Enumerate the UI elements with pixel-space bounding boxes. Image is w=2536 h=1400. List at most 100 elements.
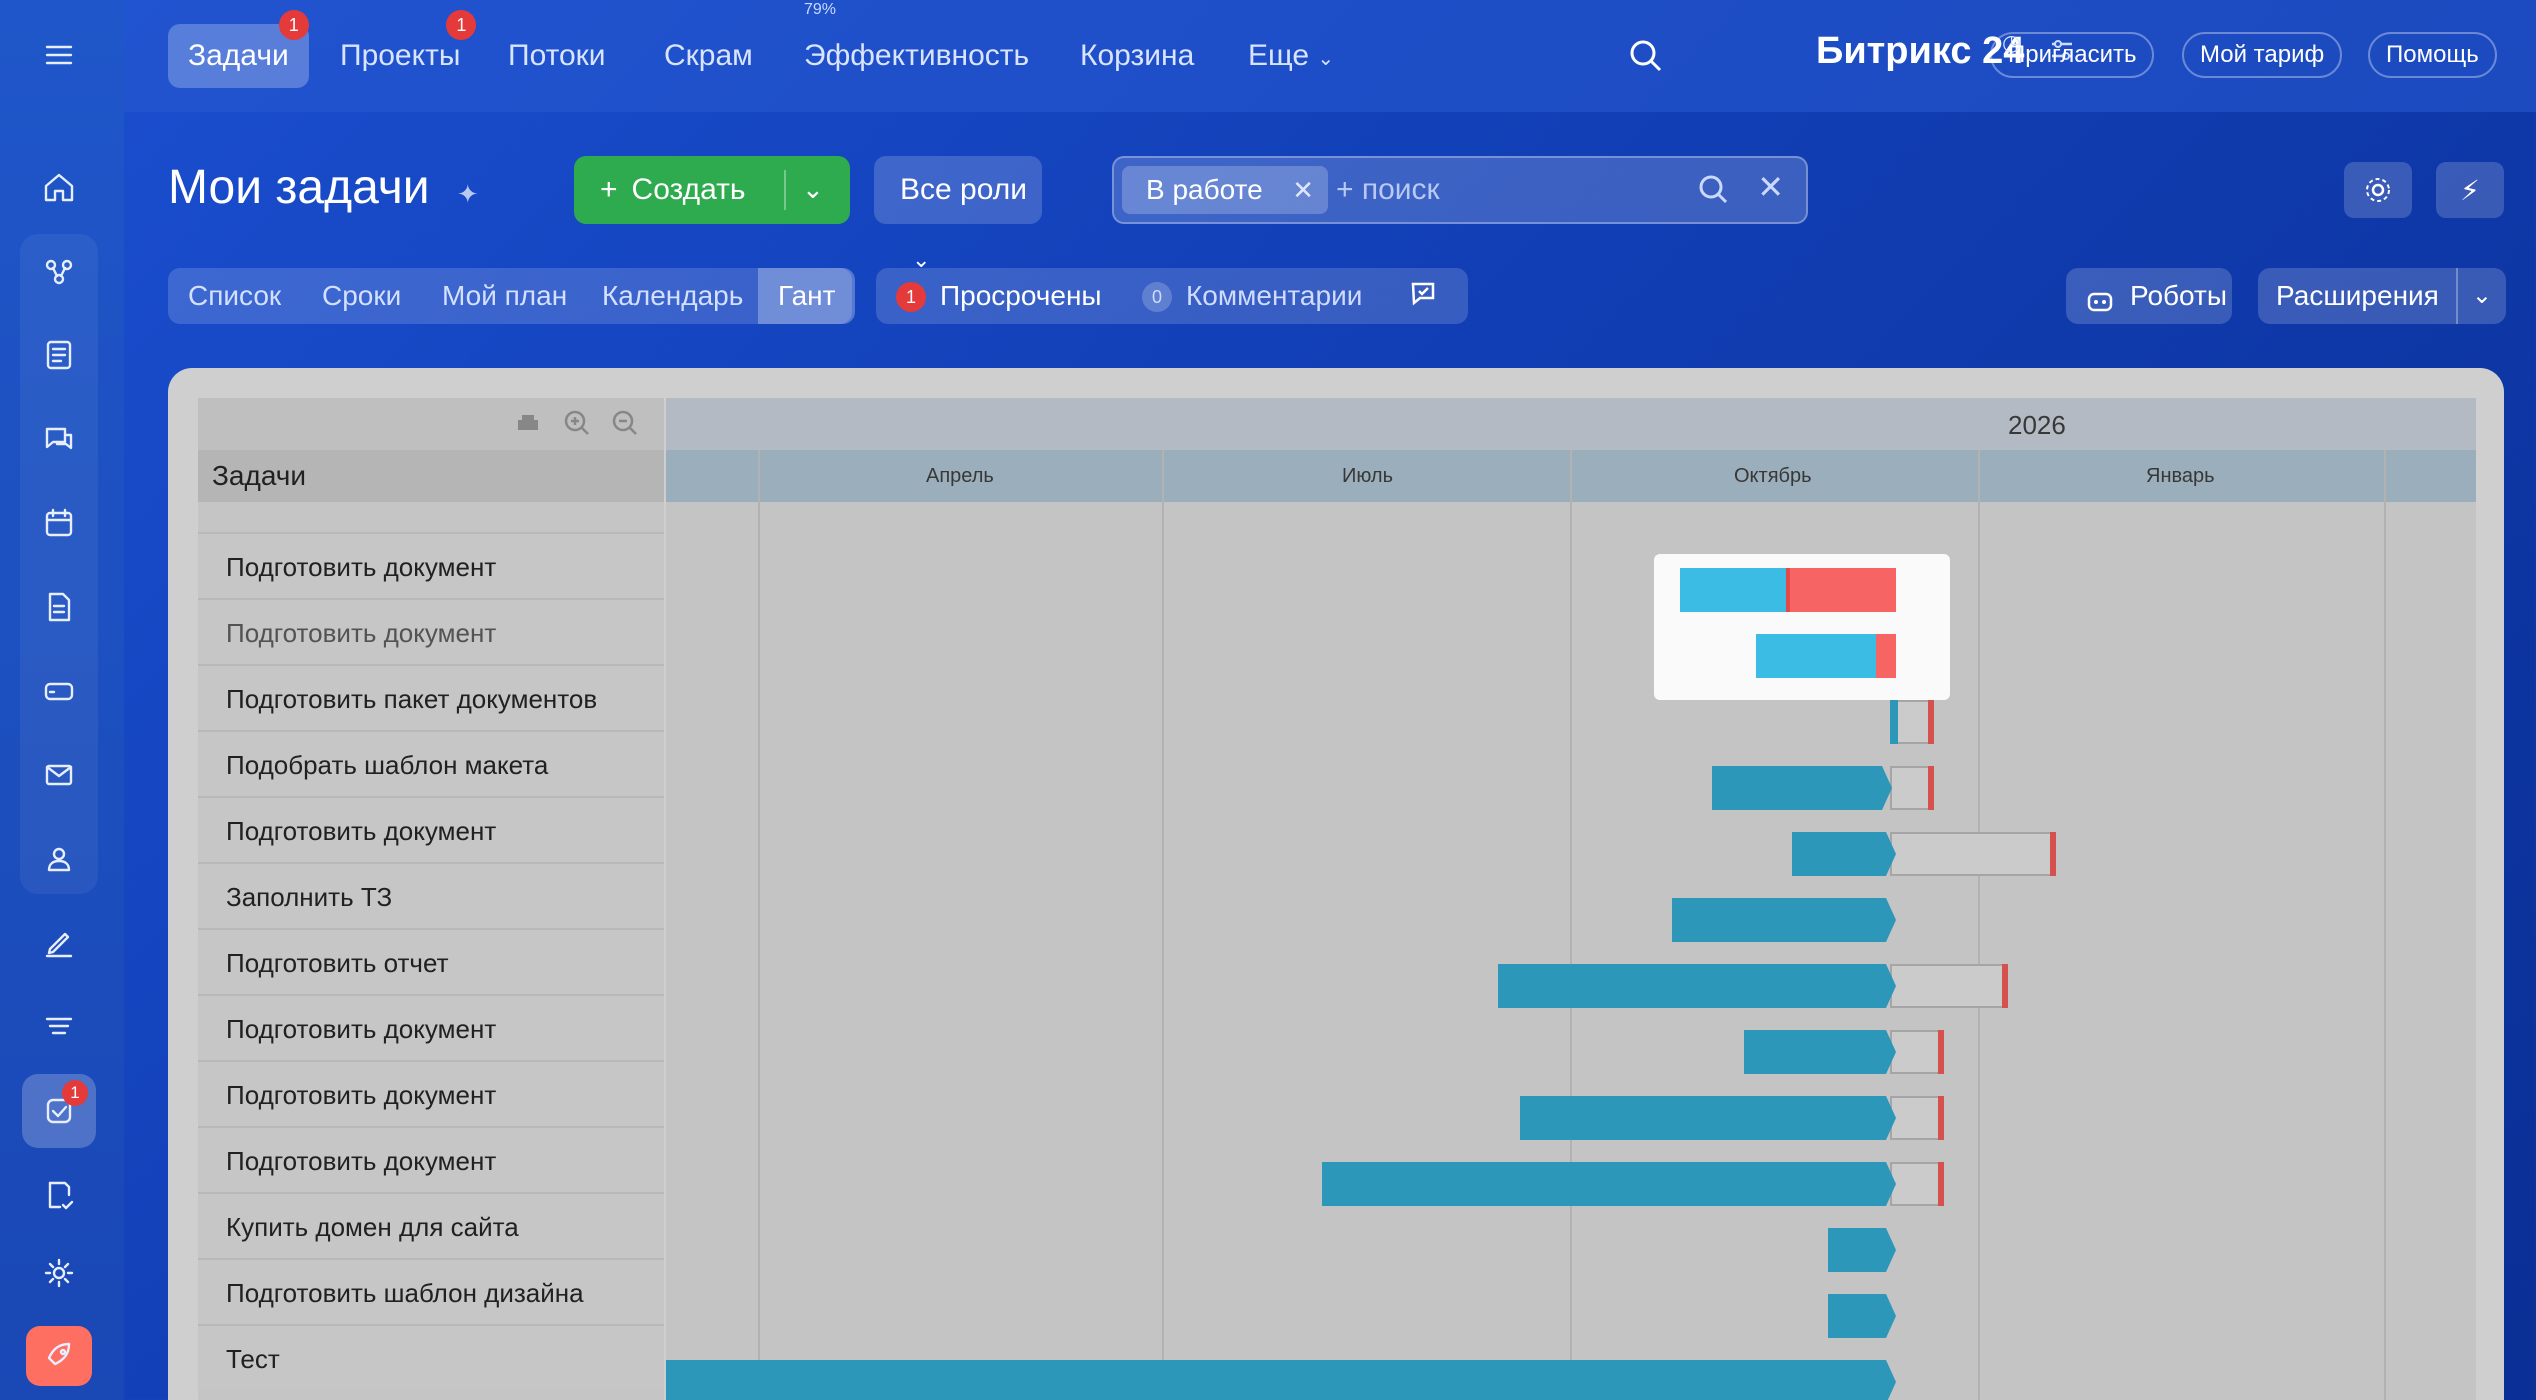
task-row[interactable]: Подготовить документ (198, 1060, 664, 1126)
tab-gantt[interactable]: Гант (758, 268, 856, 324)
chip-close-icon[interactable]: ✕ (1292, 175, 1314, 205)
home-icon[interactable] (22, 150, 96, 224)
chevron-down-icon[interactable]: ⌄ (2455, 268, 2492, 324)
help-button[interactable]: Помощь (2368, 32, 2497, 78)
create-label-text: Создать (631, 173, 746, 206)
sign-icon[interactable] (22, 906, 96, 980)
invite-button[interactable]: Пригласить (1990, 32, 2155, 78)
invoice-icon[interactable] (22, 1158, 96, 1232)
efficiency-percent: 79% (804, 1, 837, 18)
deadline-range (1892, 700, 1932, 744)
task-bar[interactable] (666, 1360, 1896, 1400)
comments-filter[interactable]: Комментарии (1186, 280, 1363, 311)
chat-icon[interactable] (22, 402, 96, 476)
task-row[interactable]: Тест (198, 1324, 664, 1390)
task-row[interactable]: Подготовить документ (198, 598, 664, 664)
tab-more-label: Еще (1248, 39, 1310, 72)
roles-dropdown[interactable]: Все роли ⌄ (874, 156, 1042, 272)
counters-bar: 1 Просрочены 0 Комментарии (876, 268, 1468, 324)
read-all-icon[interactable] (1408, 278, 1444, 319)
tab-calendar[interactable]: Календарь (602, 280, 744, 311)
task-row[interactable]: Заполнить ТЗ (198, 862, 664, 928)
task-row[interactable]: Подготовить документ (198, 532, 664, 598)
task-row[interactable]: Подготовить документ (198, 796, 664, 862)
robots-button[interactable]: Роботы (2066, 268, 2232, 324)
task-row[interactable]: Подготовить пакет документов (198, 664, 664, 730)
tab-list[interactable]: Список (188, 280, 282, 311)
roles-label: Все роли (900, 173, 1028, 206)
brand-logo[interactable]: Битрикс 24 (1816, 30, 2025, 72)
task-row[interactable]: Подготовить документ (198, 994, 664, 1060)
rocket-icon[interactable] (26, 1326, 92, 1386)
task-bar[interactable] (1712, 766, 1892, 810)
task-bar[interactable] (1890, 700, 1898, 744)
task-bar[interactable] (1756, 634, 1876, 678)
pin-icon[interactable]: ✦ (456, 179, 479, 209)
task-bar[interactable] (1744, 1030, 1896, 1074)
task-bar[interactable] (1792, 832, 1896, 876)
task-bar[interactable] (1828, 1294, 1896, 1338)
print-icon[interactable] (514, 410, 542, 443)
tab-scrum[interactable]: Скрам (644, 24, 773, 88)
tab-tasks[interactable]: Задачи 1 (168, 10, 309, 88)
tab-efficiency[interactable]: 79% Эффективность (784, 1, 1049, 88)
search-input[interactable]: В работе ✕ + поиск ✕ (1112, 156, 1808, 224)
month-label: Апрель (926, 465, 994, 487)
settings-icon[interactable] (22, 1236, 96, 1310)
filter-chip[interactable]: В работе ✕ (1122, 166, 1328, 214)
gear-icon (2366, 178, 2390, 202)
zoom-out-icon[interactable] (610, 408, 640, 443)
clear-search-icon[interactable]: ✕ (1757, 169, 1784, 205)
search-icon[interactable] (1696, 172, 1732, 213)
mail-icon[interactable] (22, 738, 96, 812)
sliders-icon[interactable] (2048, 36, 2076, 64)
menu-icon[interactable] (22, 18, 96, 92)
document-icon[interactable] (22, 570, 96, 644)
tab-deadlines[interactable]: Сроки (322, 280, 402, 311)
tasks-icon[interactable]: 1 (22, 1074, 96, 1148)
task-row[interactable]: Подготовить документ (198, 1126, 664, 1192)
deadline-marker (1938, 1030, 1944, 1074)
task-bar[interactable] (1672, 898, 1896, 942)
tab-projects[interactable]: Проекты 1 (320, 10, 480, 88)
contacts-icon[interactable] (22, 822, 96, 896)
gear-button[interactable] (2344, 162, 2412, 218)
task-bar[interactable] (1322, 1162, 1896, 1206)
search-icon[interactable] (1624, 34, 1668, 78)
task-row[interactable]: Подобрать шаблон макета (198, 730, 664, 796)
extensions-button[interactable]: Расширения ⌄ (2258, 268, 2506, 324)
workflow-icon[interactable] (22, 234, 96, 308)
zoom-in-icon[interactable] (562, 408, 592, 443)
create-button[interactable]: + Создать ⌄ (574, 156, 850, 224)
overdue-filter[interactable]: Просрочены (940, 280, 1102, 311)
task-row[interactable]: Подготовить отчет (198, 928, 664, 994)
grid-line (758, 450, 760, 1400)
top-nav: Задачи 1 Проекты 1 Потоки Скрам 79% Эффе… (124, 0, 2536, 112)
sites-icon[interactable] (22, 990, 96, 1064)
page-title-text: Мои задачи (168, 161, 430, 214)
tariff-button[interactable]: Мой тариф (2182, 32, 2343, 78)
lightning-button[interactable]: ⚡ (2436, 162, 2504, 218)
deadline-range (1890, 1162, 1942, 1206)
task-bar[interactable] (1680, 568, 1786, 612)
overdue-bar[interactable] (1786, 568, 1896, 612)
gantt-panel: Задачи Подготовить документ Подготовить д… (168, 368, 2504, 1400)
task-bar[interactable] (1520, 1096, 1896, 1140)
chevron-down-icon: ⌄ (912, 247, 931, 272)
tab-more[interactable]: Еще ⌄ (1228, 24, 1354, 88)
feed-icon[interactable] (22, 318, 96, 392)
tab-my-plan[interactable]: Мой план (442, 280, 568, 311)
overdue-bar[interactable] (1876, 634, 1896, 678)
deadline-range (1890, 964, 2006, 1008)
tab-trash[interactable]: Корзина (1060, 24, 1214, 88)
filter-chip-label: В работе (1146, 174, 1263, 205)
lightning-icon: ⚡ (2460, 174, 2480, 206)
task-row[interactable]: Купить домен для сайта (198, 1192, 664, 1258)
drive-icon[interactable] (22, 654, 96, 728)
tab-flows[interactable]: Потоки (488, 24, 626, 88)
task-row[interactable]: Подготовить шаблон дизайна (198, 1258, 664, 1324)
task-bar[interactable] (1828, 1228, 1896, 1272)
create-dropdown-icon[interactable]: ⌄ (802, 174, 824, 204)
task-bar[interactable] (1498, 964, 1896, 1008)
calendar-icon[interactable] (22, 486, 96, 560)
